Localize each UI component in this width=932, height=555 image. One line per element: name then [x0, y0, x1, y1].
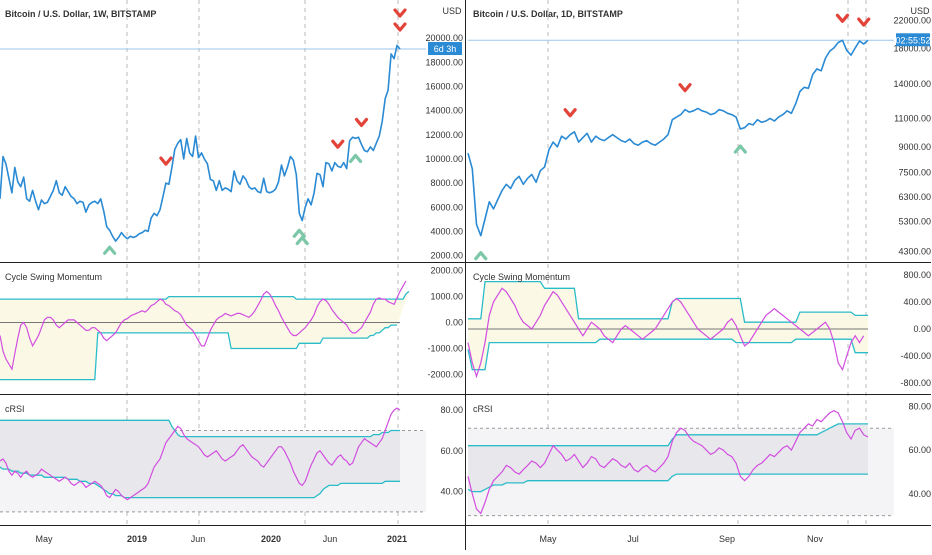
csm-line: [467, 287, 865, 379]
price-axis-tick: 14000.00: [893, 79, 931, 89]
weekly-chart-panel: 2000.00 4000.00 6000.00 8000.00 10000.00 1200…: [0, 0, 465, 544]
time-axis-label: May: [539, 534, 557, 544]
csm-axis-tick: -1000.00: [427, 343, 463, 353]
crsi-axis-tick: 80.00: [440, 405, 463, 415]
csm-pane-label: Cycle Swing Momentum: [473, 272, 570, 282]
price-tag-text: 6d 3h: [434, 44, 457, 54]
crsi-axis-tick: 40.00: [440, 487, 463, 497]
crsi-line: [467, 410, 869, 515]
buy-signal-marker: [295, 235, 309, 246]
time-axis-label: 2019: [127, 534, 147, 544]
price-axis-tick: 4300.00: [898, 246, 931, 256]
crsi-upper-band: [0, 419, 400, 438]
csm-axis-tick: -800.00: [900, 378, 931, 388]
sell-signal-marker: [835, 13, 850, 23]
sell-signal-marker: [393, 8, 407, 18]
price-line: [0, 44, 401, 242]
sell-signal-marker: [159, 156, 173, 166]
sell-signal-marker: [857, 17, 871, 27]
time-axis-label: 2020: [261, 534, 281, 544]
buy-signal-marker: [733, 144, 747, 154]
price-axis-tick: 18000.00: [893, 44, 931, 54]
price-axis-tick: 9000.00: [898, 142, 931, 152]
time-axis-label: 2021: [387, 534, 407, 544]
crsi-axis-tick: 40.00: [908, 489, 931, 499]
buy-signal-marker: [103, 245, 117, 255]
daily-chart-panel: 4300.00 5300.00 6300.00 7500.00 9000.00 11000…: [466, 0, 931, 544]
time-axis-label: Nov: [807, 534, 824, 544]
time-axis-label: Jul: [627, 534, 639, 544]
time-axis-label: Jun: [323, 534, 338, 544]
crsi-pane-label: cRSI: [5, 404, 25, 414]
price-line: [467, 39, 869, 237]
sell-signal-marker: [331, 139, 345, 149]
sell-signal-marker: [354, 117, 369, 128]
buy-signal-marker: [292, 228, 306, 238]
buy-signal-marker: [348, 153, 363, 164]
csm-upper-band: [468, 280, 868, 323]
crsi-axis-tick: 60.00: [440, 446, 463, 456]
sell-signal-marker: [678, 83, 692, 93]
csm-band-fill: [0, 291, 409, 380]
csm-axis-tick: 1000.00: [430, 292, 463, 302]
csm-band-fill: [468, 281, 868, 370]
csm-axis-tick: 0.00: [913, 324, 931, 334]
price-axis-tick: 22000.00: [893, 15, 931, 25]
sell-signal-marker: [393, 22, 407, 32]
price-axis-tick: 6000.00: [430, 202, 463, 212]
price-axis-tick: 10000.00: [425, 154, 463, 164]
crsi-band-fill: [468, 423, 868, 492]
price-tag-box: [896, 33, 930, 47]
price-axis-tick: 8000.00: [430, 178, 463, 188]
crsi-line: [0, 407, 401, 501]
price-axis-tick: 7500.00: [898, 168, 931, 178]
price-axis-tick: 11000.00: [894, 113, 931, 123]
crsi-lower-band: [467, 473, 868, 493]
csm-axis-tick: -400.00: [900, 351, 931, 361]
csm-upper-band: [0, 290, 410, 300]
price-tag-box: [428, 42, 462, 56]
buy-signal-marker: [474, 251, 488, 261]
csm-lower-band: [0, 324, 397, 381]
csm-pane-label: Cycle Swing Momentum: [5, 272, 102, 282]
csm-line: [0, 280, 407, 371]
time-axis-label: May: [35, 534, 53, 544]
csm-axis-tick: 0.00: [445, 318, 463, 328]
crsi-axis-tick: 60.00: [908, 445, 931, 455]
csm-axis-tick: -2000.00: [427, 369, 463, 379]
price-axis-tick: 4000.00: [430, 226, 463, 236]
price-axis-tick: 16000.00: [425, 81, 463, 91]
price-axis-tick: 5300.00: [898, 217, 931, 227]
csm-axis-tick: 400.00: [903, 297, 931, 307]
csm-lower-band: [467, 338, 868, 371]
price-axis-tick: 20000.00: [425, 33, 463, 43]
crsi-band-fill: [0, 420, 400, 498]
time-axis-label: Sep: [719, 534, 735, 544]
csm-axis-tick: 800.00: [903, 270, 931, 280]
price-axis-tick: 12000.00: [425, 130, 463, 140]
crsi-axis-tick: 80.00: [908, 401, 931, 411]
price-axis-tick: 14000.00: [425, 106, 463, 116]
price-tag-text: 02:55:52: [895, 35, 930, 45]
currency-label: USD: [442, 6, 462, 16]
price-axis-tick: 18000.00: [425, 57, 463, 67]
csm-axis-tick: 2000.00: [430, 266, 463, 276]
crsi-upper-band: [468, 423, 868, 447]
sell-signal-marker: [563, 108, 577, 118]
crsi-pane-label: cRSI: [473, 404, 493, 414]
price-axis-tick: 6300.00: [898, 192, 931, 202]
currency-label: USD: [910, 6, 930, 16]
price-axis-tick: 2000.00: [430, 251, 463, 261]
chart-title: Bitcoin / U.S. Dollar, 1W, BITSTAMP: [5, 9, 156, 19]
time-axis-label: Jun: [191, 534, 206, 544]
chart-title: Bitcoin / U.S. Dollar, 1D, BITSTAMP: [473, 9, 623, 19]
